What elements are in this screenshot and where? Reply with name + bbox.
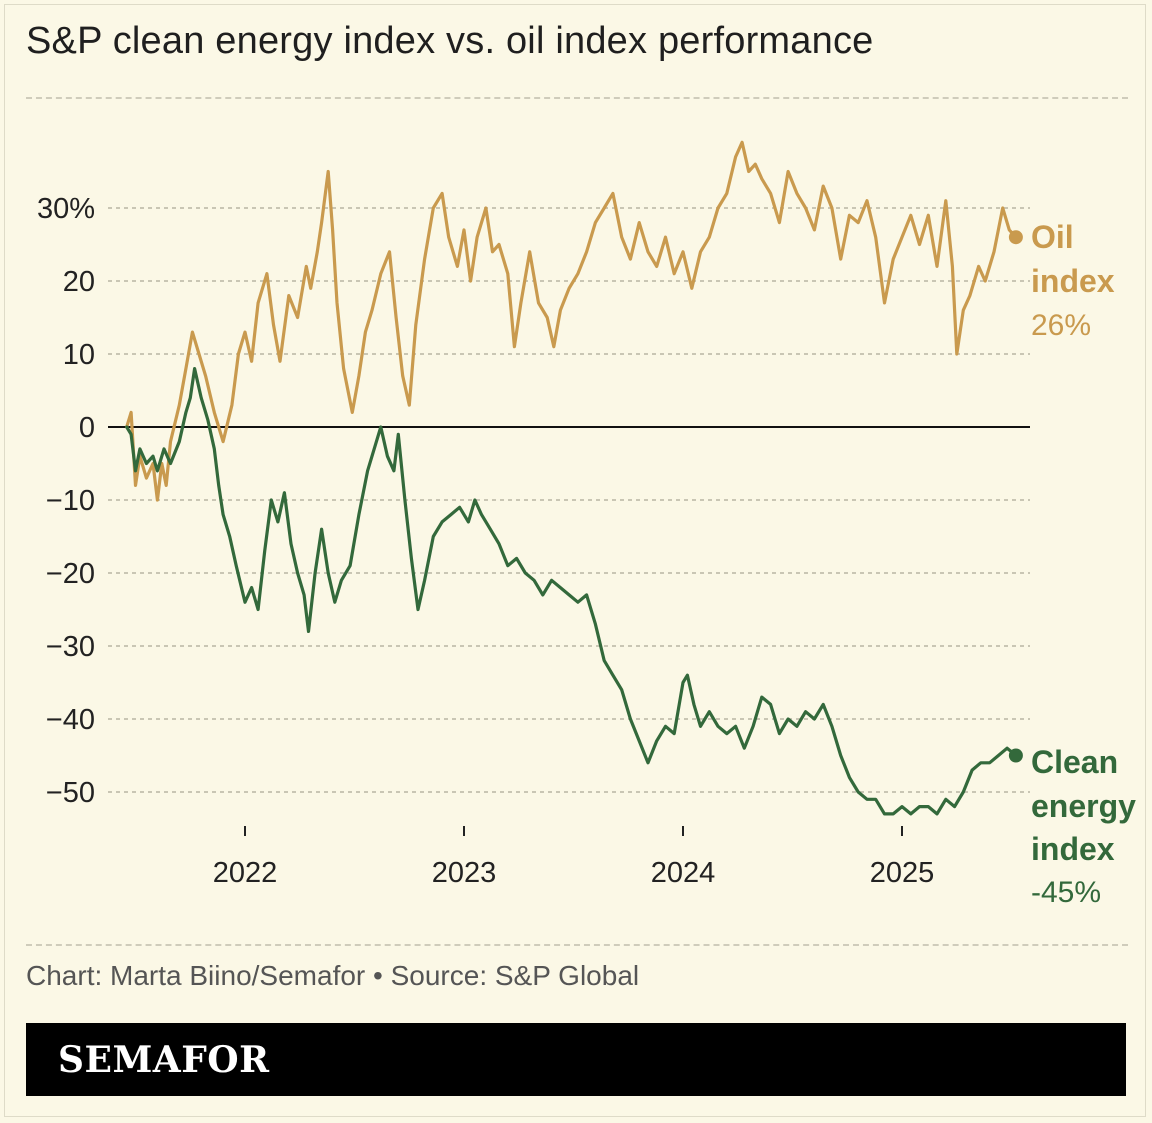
oil-index-line: [125, 140, 1018, 502]
y-tick-label: 20: [63, 266, 95, 298]
x-tick-label: 2024: [651, 857, 716, 889]
brand-bar: SEMAFOR: [26, 1023, 1126, 1096]
y-tick-label: 10: [63, 339, 95, 371]
end-labels: Oil index 26% Clean energy index -45%: [1031, 219, 1136, 909]
source-credit: Chart: Marta Biino/Semafor • Source: S&P…: [26, 960, 640, 991]
clean-end-value: -45%: [1031, 876, 1101, 909]
y-tick-label: −40: [46, 704, 95, 736]
chart-title: S&P clean energy index vs. oil index per…: [26, 20, 874, 62]
line-chart: 30% 20 10 0 −10 −20 −30 −40 −50 2022 2023 2024 2025…: [37, 140, 1136, 909]
y-axis-ticks: 30% 20 10 0 −10 −20 −30 −40 −50: [37, 193, 95, 809]
clean-label-line2: energy: [1031, 788, 1136, 824]
series-layer: [125, 140, 1023, 816]
chart-frame: [4, 4, 1146, 1117]
clean-label-line3: index: [1031, 831, 1115, 867]
y-tick-label: −10: [46, 485, 95, 517]
clean-energy-end-dot: [1008, 748, 1023, 763]
top-rule: [26, 97, 1128, 99]
oil-label-line2: index: [1031, 263, 1115, 299]
y-tick-label: −30: [46, 631, 95, 663]
oil-label-line1: Oil: [1031, 219, 1074, 255]
y-tick-label: −20: [46, 558, 95, 590]
x-tick-label: 2022: [213, 857, 278, 889]
bottom-rule: [26, 944, 1128, 946]
y-tick-label: 30%: [37, 193, 95, 225]
x-axis-ticks: 2022 2023 2024 2025: [213, 826, 935, 889]
x-tick-label: 2023: [432, 857, 497, 889]
clean-energy-index-line: [125, 367, 1018, 816]
y-tick-label: −50: [46, 777, 95, 809]
oil-end-value: 26%: [1031, 309, 1091, 342]
grid-layer: [108, 207, 1030, 793]
semafor-logo: SEMAFOR: [58, 1039, 270, 1081]
y-tick-label: 0: [79, 412, 95, 444]
clean-label-line1: Clean: [1031, 744, 1118, 780]
oil-index-end-dot: [1008, 230, 1023, 245]
x-tick-label: 2025: [870, 857, 935, 889]
